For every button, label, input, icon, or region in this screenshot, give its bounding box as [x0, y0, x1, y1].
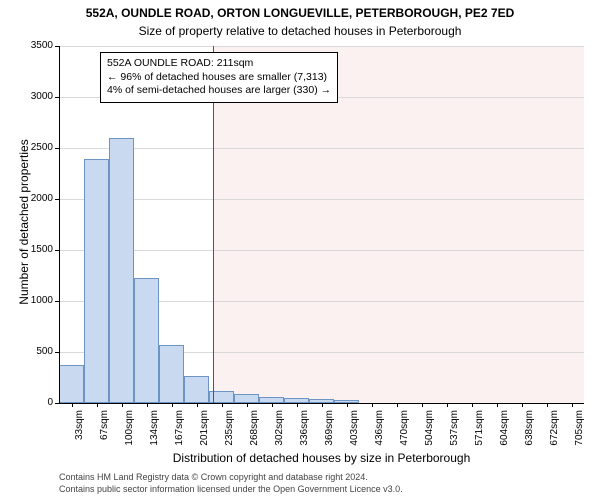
histogram-bar	[159, 345, 184, 403]
xtick	[122, 403, 123, 407]
ytick	[55, 403, 59, 404]
ytick-label: 0	[19, 397, 53, 408]
xtick	[222, 403, 223, 407]
histogram-bar	[184, 376, 209, 403]
histogram-bar	[234, 394, 259, 403]
ytick	[55, 97, 59, 98]
ytick	[55, 199, 59, 200]
grid-line	[59, 148, 584, 149]
xtick	[522, 403, 523, 407]
ytick	[55, 352, 59, 353]
ytick-label: 3000	[19, 91, 53, 102]
y-axis-line	[59, 46, 60, 403]
footer-attribution: Contains HM Land Registry data © Crown c…	[59, 472, 403, 495]
ytick	[55, 250, 59, 251]
xtick	[397, 403, 398, 407]
xtick	[147, 403, 148, 407]
footer-line1: Contains HM Land Registry data © Crown c…	[59, 472, 403, 484]
xtick	[197, 403, 198, 407]
annotation-line3: 4% of semi-detached houses are larger (3…	[107, 84, 331, 98]
xtick	[497, 403, 498, 407]
xtick	[572, 403, 573, 407]
xtick	[72, 403, 73, 407]
xtick	[372, 403, 373, 407]
annotation-line2: ← 96% of detached houses are smaller (7,…	[107, 71, 331, 85]
xtick	[347, 403, 348, 407]
grid-line	[59, 250, 584, 251]
xtick	[472, 403, 473, 407]
grid-line	[59, 199, 584, 200]
ytick	[55, 148, 59, 149]
ytick-label: 3500	[19, 40, 53, 51]
histogram-bar	[59, 365, 84, 403]
xtick	[297, 403, 298, 407]
yaxis-title: Number of detached properties	[17, 122, 31, 322]
ytick	[55, 301, 59, 302]
xtick	[322, 403, 323, 407]
xtick	[97, 403, 98, 407]
annotation-box: 552A OUNDLE ROAD: 211sqm ← 96% of detach…	[100, 52, 338, 103]
grid-line	[59, 46, 584, 47]
chart-subtitle: Size of property relative to detached ho…	[0, 24, 600, 38]
xtick	[422, 403, 423, 407]
histogram-bar	[84, 159, 109, 403]
xaxis-title: Distribution of detached houses by size …	[59, 451, 584, 465]
histogram-bar	[134, 278, 159, 403]
chart-title: 552A, OUNDLE ROAD, ORTON LONGUEVILLE, PE…	[0, 6, 600, 20]
xtick	[172, 403, 173, 407]
xtick	[247, 403, 248, 407]
annotation-line1: 552A OUNDLE ROAD: 211sqm	[107, 57, 331, 71]
xtick	[272, 403, 273, 407]
footer-line2: Contains public sector information licen…	[59, 484, 403, 496]
histogram-bar	[109, 138, 134, 403]
xtick	[547, 403, 548, 407]
ytick-label: 500	[19, 346, 53, 357]
ytick	[55, 46, 59, 47]
xtick	[447, 403, 448, 407]
